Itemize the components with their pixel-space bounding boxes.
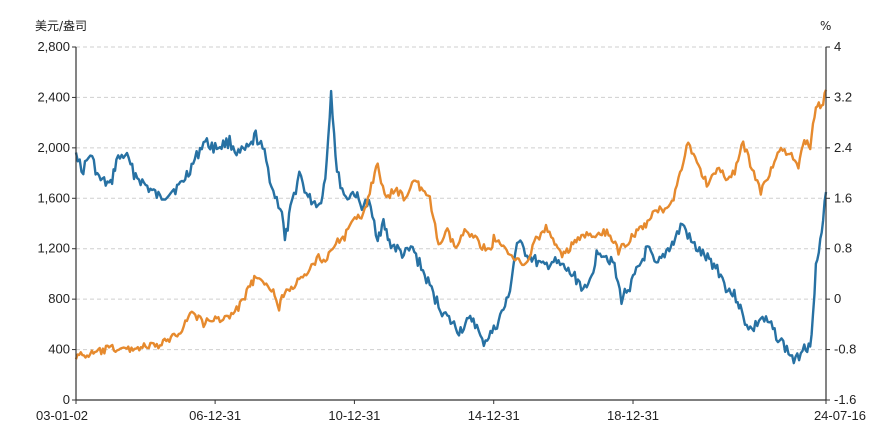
left-tick-label: 1,200 — [37, 241, 70, 256]
x-tick-label: 18-12-31 — [607, 408, 659, 423]
right-tick-label: 4 — [834, 39, 841, 54]
gold-price-line — [74, 89, 828, 360]
x-tick-label: 03-01-02 — [36, 408, 88, 423]
right-axis-unit: % — [820, 19, 831, 33]
left-tick-label: 2,400 — [37, 89, 70, 104]
series-lines — [74, 89, 828, 365]
right-tick-label: 0.8 — [834, 241, 852, 256]
left-tick-label: 2,800 — [37, 39, 70, 54]
right-tick-label: 1.6 — [834, 190, 852, 205]
axes — [75, 47, 827, 401]
left-tick-label: 0 — [63, 392, 70, 407]
x-tick-label: 14-12-31 — [468, 408, 520, 423]
real-yield-line — [74, 89, 828, 365]
x-tick-label: 24-07-16 — [814, 408, 866, 423]
right-tick-label: -0.8 — [834, 342, 856, 357]
left-tick-label: 1,600 — [37, 190, 70, 205]
right-tick-label: 3.2 — [834, 89, 852, 104]
x-tick-label: 06-12-31 — [189, 408, 241, 423]
left-axis-unit: 美元/盎司 — [35, 19, 87, 33]
left-tick-label: 400 — [48, 342, 70, 357]
right-tick-label: 0 — [834, 291, 841, 306]
x-tick-label: 10-12-31 — [328, 408, 380, 423]
right-tick-label: -1.6 — [834, 392, 856, 407]
left-tick-label: 2,000 — [37, 140, 70, 155]
tick-labels: 0 400 800 1,200 1,600 2,000 2,400 2,800 -1.6 -0.8… — [36, 39, 866, 423]
left-tick-label: 800 — [48, 291, 70, 306]
right-tick-label: 2.4 — [834, 140, 852, 155]
gridlines — [72, 46, 830, 404]
